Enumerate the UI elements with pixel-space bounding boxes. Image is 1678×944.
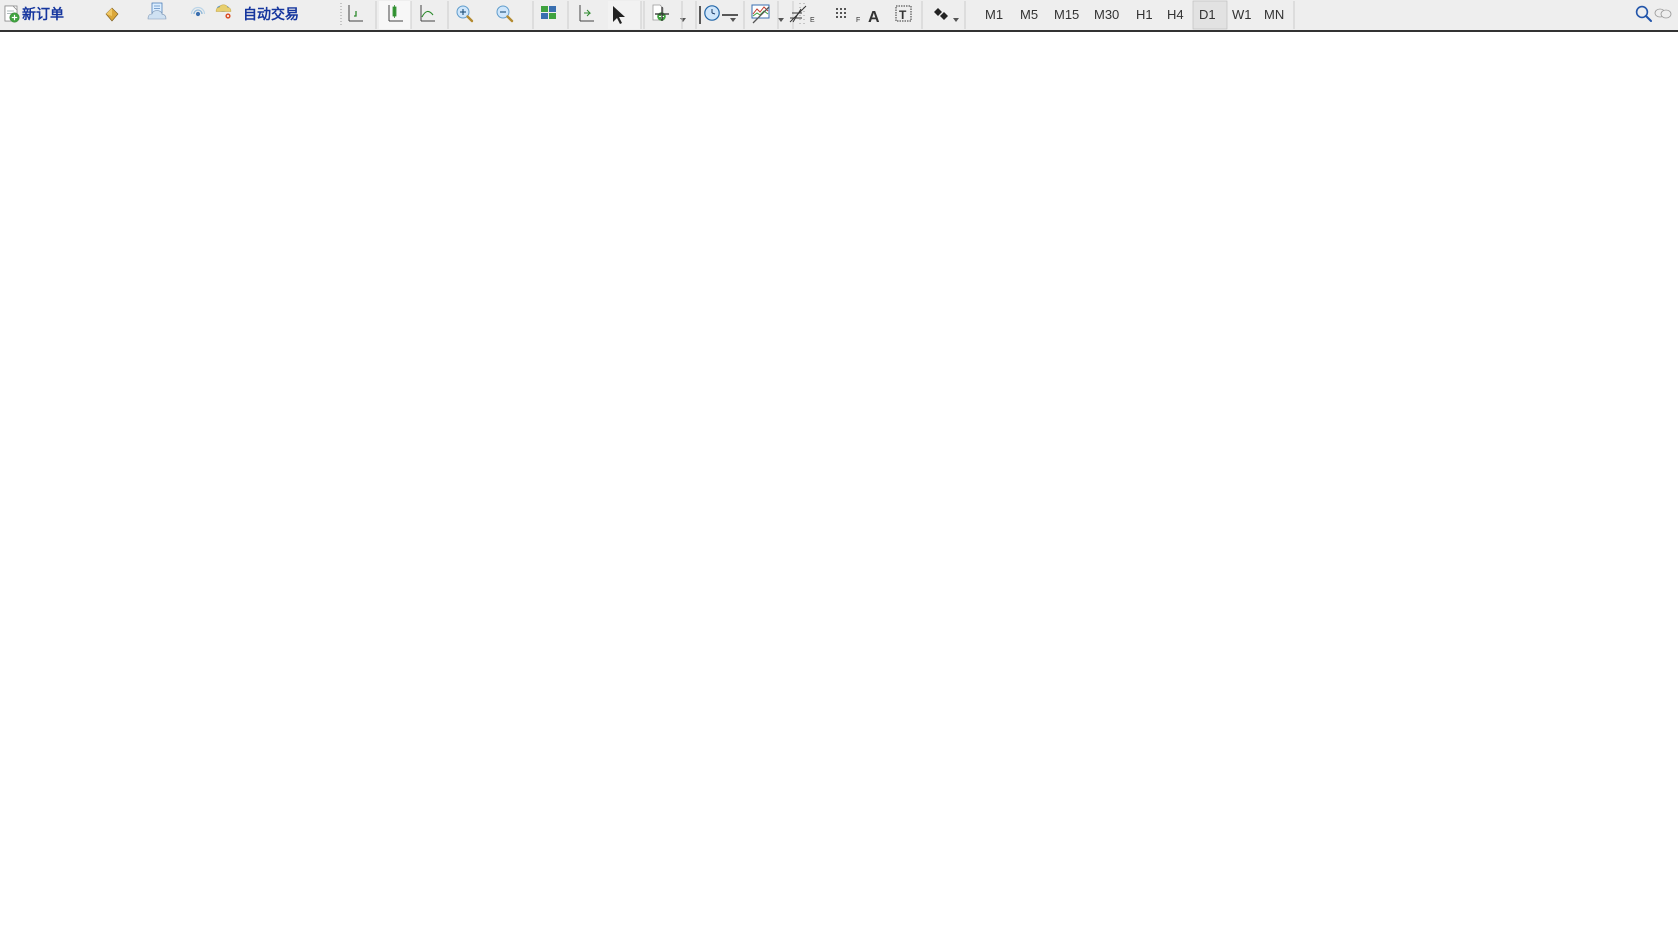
svg-text:H1: H1 — [1136, 7, 1153, 22]
svg-text:T: T — [899, 8, 907, 22]
svg-text:E: E — [810, 17, 815, 24]
svg-text:自动交易: 自动交易 — [243, 6, 299, 22]
svg-text:新订单: 新订单 — [22, 6, 64, 22]
svg-text:D1: D1 — [1199, 7, 1216, 22]
svg-text:MN: MN — [1264, 7, 1284, 22]
svg-text:M1: M1 — [985, 7, 1003, 22]
svg-text:W1: W1 — [1232, 7, 1252, 22]
svg-text:H4: H4 — [1167, 7, 1184, 22]
svg-text:M15: M15 — [1054, 7, 1079, 22]
svg-text:F: F — [856, 17, 860, 24]
svg-text:M5: M5 — [1020, 7, 1038, 22]
svg-text:M30: M30 — [1094, 7, 1119, 22]
svg-text:A: A — [868, 9, 880, 26]
